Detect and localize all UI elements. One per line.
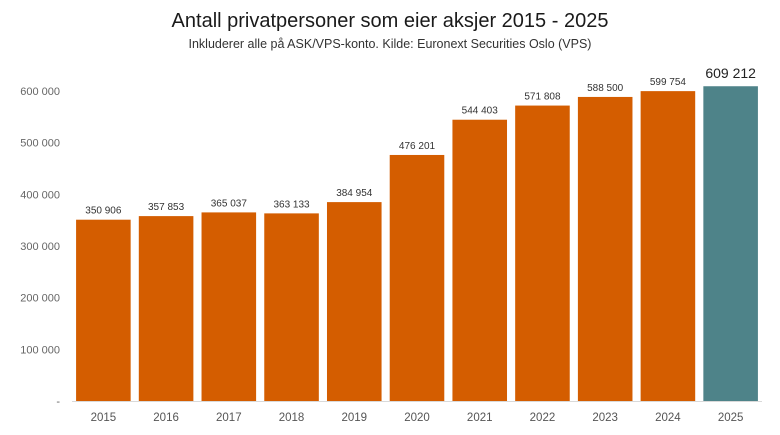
bar-value-label: 609 212 <box>705 65 756 81</box>
bar-2021 <box>452 119 508 402</box>
bar-value-label: 588 500 <box>587 83 624 94</box>
bar-value-label: 571 808 <box>524 92 561 103</box>
y-tick-label: 500 000 <box>20 138 60 150</box>
bar-value-label: 544 403 <box>462 106 499 117</box>
x-tick-label: 2023 <box>592 412 618 424</box>
y-tick-label: 200 000 <box>20 293 60 305</box>
bar-value-label: 384 954 <box>336 188 373 199</box>
y-tick-label: 100 000 <box>20 344 60 356</box>
bar-value-label: 363 133 <box>273 199 310 210</box>
bar-value-label: 599 754 <box>650 77 687 88</box>
bar-value-label: 476 201 <box>399 141 436 152</box>
x-tick-label: 2018 <box>279 412 305 424</box>
bar-2015 <box>76 219 131 401</box>
bar-value-label: 365 037 <box>211 198 248 209</box>
bar-2016 <box>138 216 194 401</box>
bar-2018 <box>264 213 319 401</box>
chart-subtitle: Inkluderer alle på ASK/VPS-konto. Kilde:… <box>188 37 592 51</box>
bar-2019 <box>326 202 382 401</box>
chart-title: Antall privatpersoner som eier aksjer 20… <box>171 10 609 32</box>
bar-value-label: 350 906 <box>85 206 122 217</box>
y-tick-label: 400 000 <box>20 189 60 201</box>
x-tick-label: 2021 <box>467 412 493 424</box>
y-tick-label: 300 000 <box>20 241 60 253</box>
bar-2023 <box>577 96 633 402</box>
x-tick-label: 2024 <box>655 412 681 424</box>
x-tick-label: 2016 <box>153 412 179 424</box>
bar-value-label: 357 853 <box>148 202 185 213</box>
bar-2017 <box>201 212 257 401</box>
x-tick-label: 2022 <box>530 412 556 424</box>
bar-2024 <box>640 91 696 401</box>
x-tick-label: 2017 <box>216 412 242 424</box>
x-tick-label: 2019 <box>341 412 367 424</box>
x-tick-label: 2025 <box>718 412 744 424</box>
bar-2022 <box>515 105 570 402</box>
bar-2020 <box>389 154 445 401</box>
y-tick-label: - <box>56 396 60 408</box>
x-tick-label: 2015 <box>91 412 117 424</box>
x-tick-label: 2020 <box>404 412 430 424</box>
bar-2025 <box>703 86 758 401</box>
y-tick-label: 600 000 <box>20 86 60 98</box>
